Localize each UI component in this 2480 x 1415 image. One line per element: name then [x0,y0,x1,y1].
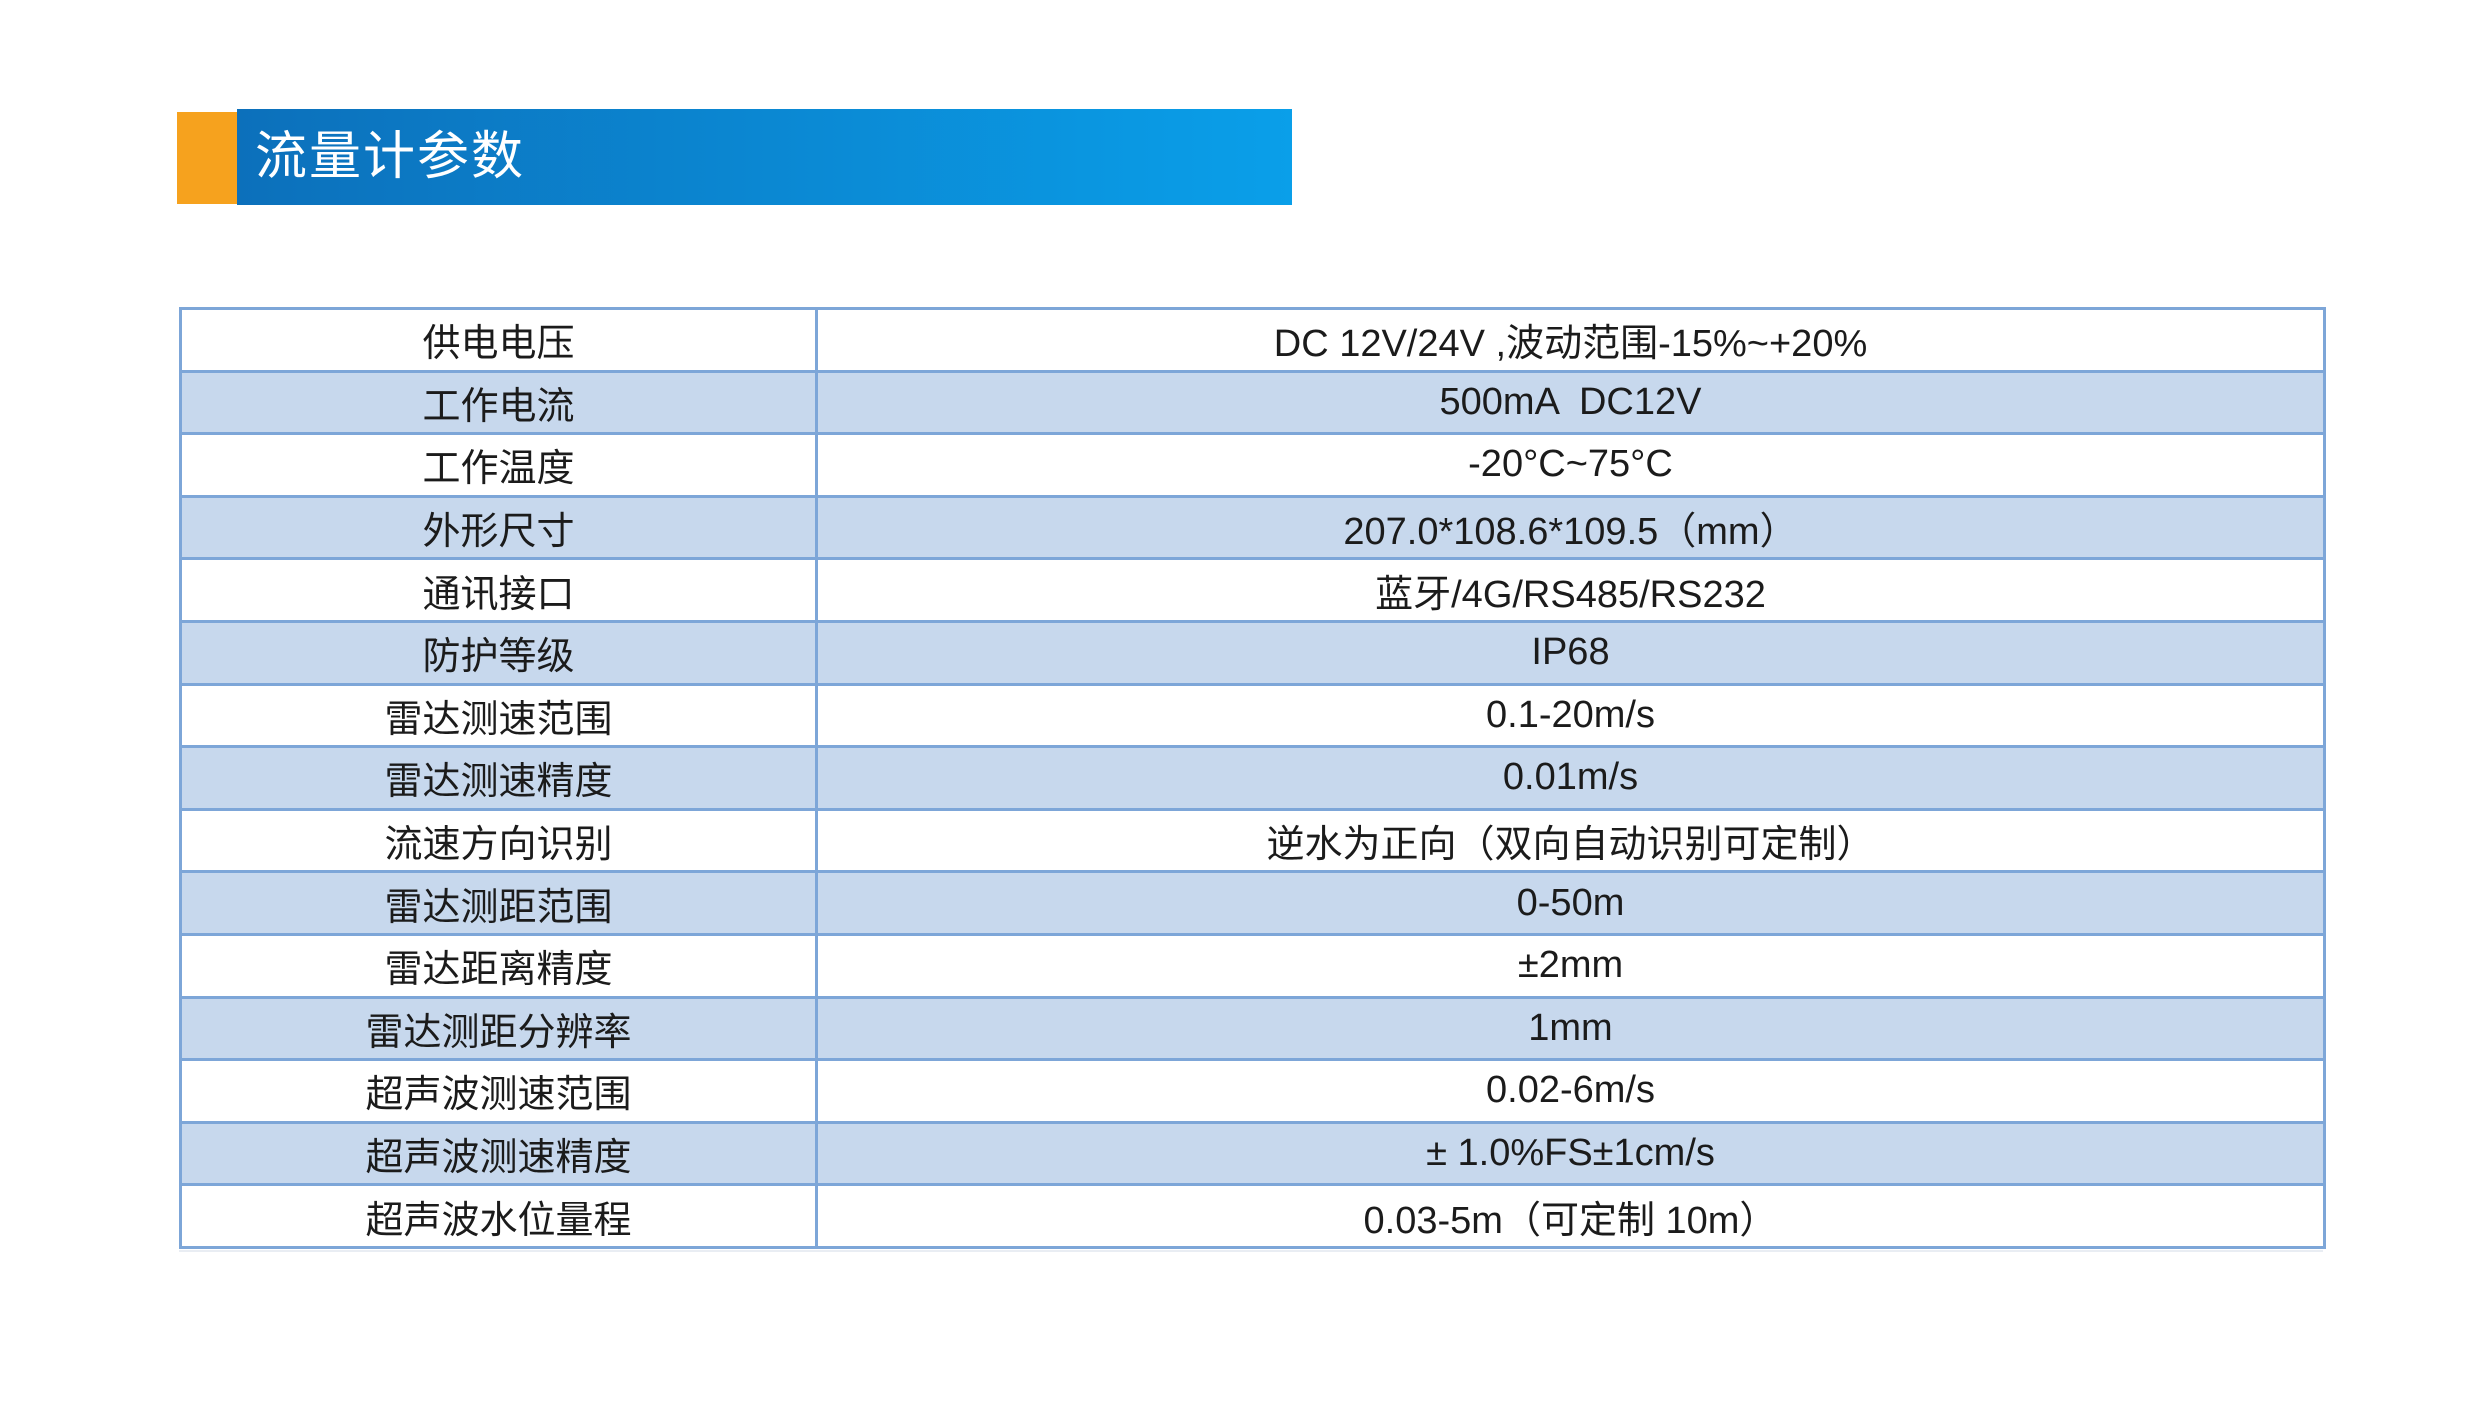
table-row: 雷达测速范围 0.1-20m/s [179,682,2326,749]
param-label: 雷达测距范围 [179,870,818,936]
param-value: 0.03-5m（可定制 10m） [815,1183,2326,1249]
param-value: IP68 [815,619,2326,686]
table-row: 超声波测速精度 ± 1.0%FS±1cm/s [179,1120,2326,1187]
table-row: 雷达测距分辨率 1mm [179,995,2326,1062]
param-value: 0.01m/s [815,745,2326,811]
param-value: ±2mm [815,932,2326,999]
param-label: 外形尺寸 [179,494,818,561]
table-row: 防护等级 IP68 [179,619,2326,686]
table-bottom-ghost-line [179,1250,2323,1252]
param-label: 工作电流 [179,369,818,436]
param-value: 0-50m [815,870,2326,936]
header-bar: 流量计参数 [237,109,1292,205]
param-label: 超声波测速精度 [179,1120,818,1187]
table-row: 外形尺寸 207.0*108.6*109.5（mm） [179,494,2326,561]
param-value: 逆水为正向（双向自动识别可定制） [815,807,2326,874]
param-label: 雷达测速精度 [179,745,818,811]
table-row: 通讯接口 蓝牙/4G/RS485/RS232 [179,557,2326,623]
param-value: ± 1.0%FS±1cm/s [815,1120,2326,1187]
param-value: 500mA DC12V [815,369,2326,436]
table-row: 雷达距离精度 ±2mm [179,932,2326,999]
param-label: 工作温度 [179,432,818,498]
orange-accent-block [177,112,237,204]
param-label: 通讯接口 [179,557,818,623]
param-label: 流速方向识别 [179,807,818,874]
param-value: 0.02-6m/s [815,1058,2326,1124]
param-value: 207.0*108.6*109.5（mm） [815,494,2326,561]
table-row: 工作温度 -20°C~75°C [179,432,2326,498]
param-label: 雷达测速范围 [179,682,818,749]
table-row: 供电电压 DC 12V/24V ,波动范围-15%~+20% [179,307,2326,373]
table-row: 流速方向识别 逆水为正向（双向自动识别可定制） [179,807,2326,874]
param-label: 雷达测距分辨率 [179,995,818,1062]
param-value: 0.1-20m/s [815,682,2326,749]
spec-table: 供电电压 DC 12V/24V ,波动范围-15%~+20% 工作电流 500m… [179,307,2326,1249]
table-row: 超声波测速范围 0.02-6m/s [179,1058,2326,1124]
param-value: DC 12V/24V ,波动范围-15%~+20% [815,307,2326,373]
param-label: 雷达距离精度 [179,932,818,999]
table-row: 超声波水位量程 0.03-5m（可定制 10m） [179,1183,2326,1249]
table-row: 雷达测距范围 0-50m [179,870,2326,936]
param-value: 1mm [815,995,2326,1062]
param-value: 蓝牙/4G/RS485/RS232 [815,557,2326,623]
param-label: 供电电压 [179,307,818,373]
spec-table-body: 供电电压 DC 12V/24V ,波动范围-15%~+20% 工作电流 500m… [179,307,2326,1249]
param-label: 超声波水位量程 [179,1183,818,1249]
table-row: 工作电流 500mA DC12V [179,369,2326,436]
table-row: 雷达测速精度 0.01m/s [179,745,2326,811]
param-value: -20°C~75°C [815,432,2326,498]
page-title: 流量计参数 [255,128,526,186]
param-label: 超声波测速范围 [179,1058,818,1124]
param-label: 防护等级 [179,619,818,686]
